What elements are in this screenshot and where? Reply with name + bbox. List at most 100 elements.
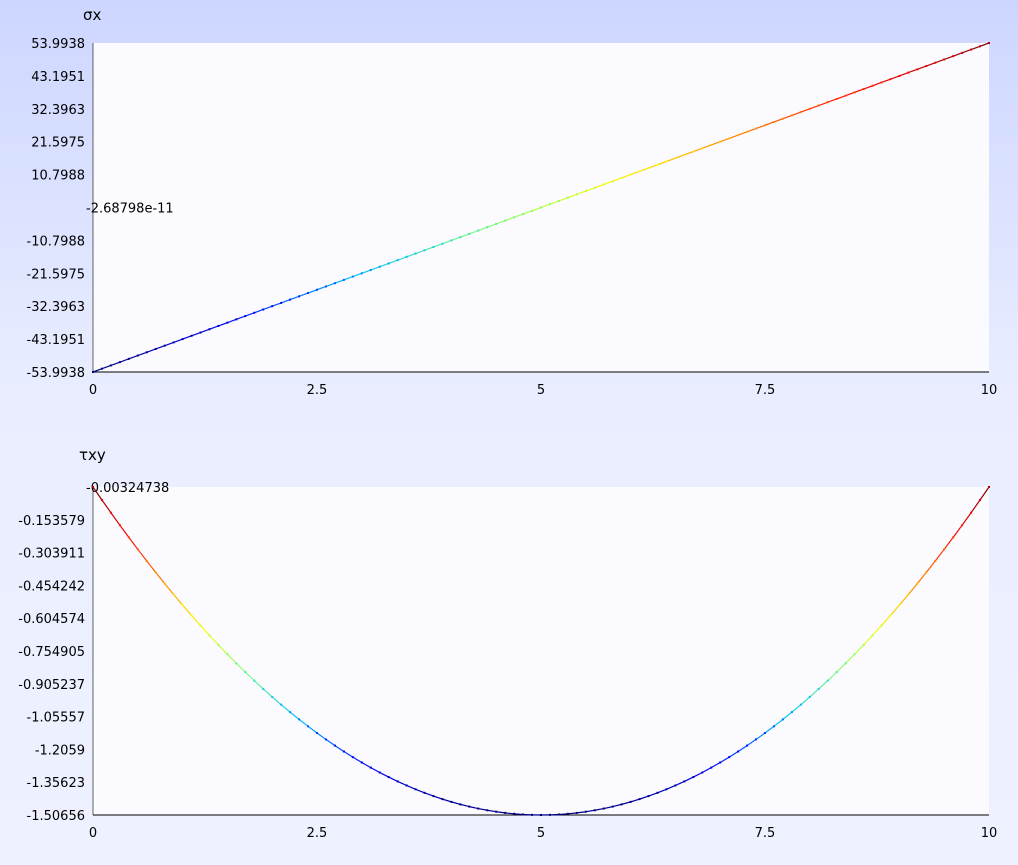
series-segment (128, 354, 139, 360)
series-segment (612, 177, 622, 182)
series-segment (289, 295, 300, 301)
series-segment (630, 170, 640, 176)
data-point (172, 593, 175, 596)
series-segment (800, 696, 811, 706)
data-point (943, 548, 946, 551)
series-segment (316, 285, 327, 291)
data-point (316, 288, 318, 291)
data-point (441, 242, 444, 245)
series-segment (191, 331, 201, 337)
series-segment (307, 725, 318, 734)
y-tick-label: -21.5975 (27, 267, 85, 282)
sigma-x-chart: σx 53.9938 43.1951 32.3963 21.5975 10.7988 -2… (0, 0, 1018, 400)
data-point (683, 153, 686, 156)
series-segment (773, 118, 784, 123)
y-tick-label: -0.454242 (18, 579, 85, 594)
series-segment (146, 560, 157, 573)
data-point (889, 78, 892, 81)
data-point (692, 776, 695, 779)
data-point (916, 582, 919, 585)
data-point (486, 226, 489, 229)
data-point (844, 94, 847, 97)
data-point (360, 761, 363, 764)
data-point (423, 791, 426, 794)
y-tick-label: -43.1951 (27, 333, 85, 348)
tau-xy-chart: τxy -0.00324738 -0.153579 -0.303911 -0.4542… (0, 440, 1018, 865)
series-segment (719, 756, 730, 764)
data-point (387, 262, 390, 265)
data-point (566, 196, 569, 199)
series-segment (298, 718, 309, 727)
data-point (826, 679, 829, 682)
data-point (226, 653, 229, 656)
data-point (289, 298, 292, 301)
data-point (566, 812, 569, 815)
data-point (522, 813, 525, 816)
series-segment (710, 761, 721, 769)
series-segment (594, 807, 604, 811)
series-segment (603, 806, 613, 810)
data-point (647, 795, 650, 798)
data-point (118, 524, 121, 527)
x-tick-label: 5 (537, 383, 545, 398)
series-segment (397, 780, 407, 787)
series-segment (280, 704, 291, 713)
data-point (665, 788, 668, 791)
data-point (611, 180, 614, 183)
data-point (826, 101, 829, 104)
data-point (799, 111, 802, 114)
series-segment (818, 101, 828, 107)
series-segment (818, 680, 829, 690)
series-segment (182, 335, 192, 340)
data-point (719, 761, 722, 764)
data-point (127, 357, 130, 360)
series-segment (245, 312, 255, 317)
series-segment (827, 671, 838, 682)
data-point (979, 498, 982, 501)
data-point (817, 687, 820, 690)
series-segment (827, 98, 837, 103)
data-point (746, 130, 749, 133)
series-segment (854, 88, 864, 93)
series-segment (549, 200, 560, 205)
data-point (557, 199, 560, 202)
series-segment (522, 210, 533, 215)
data-point (298, 718, 301, 721)
series-segment (666, 784, 676, 790)
series-segment (845, 91, 855, 97)
data-point (387, 776, 390, 779)
series-segment (406, 784, 416, 790)
data-point (692, 150, 695, 153)
y-tick-label: -1.35623 (27, 776, 85, 791)
series-segment (943, 55, 954, 61)
data-point (764, 732, 766, 734)
series-segment (567, 193, 578, 199)
series-segment (92, 486, 103, 501)
data-point (208, 328, 211, 331)
data-point (808, 107, 811, 110)
series-segment (379, 262, 389, 268)
data-point (477, 807, 480, 810)
x-tick-label: 5 (537, 826, 545, 841)
data-point (271, 695, 274, 698)
data-point (629, 800, 632, 803)
data-point (701, 771, 704, 774)
data-point (253, 311, 256, 314)
series-segment (370, 266, 380, 271)
data-point (181, 604, 184, 607)
data-point (540, 206, 542, 209)
y-tick-label: 32.3963 (31, 103, 85, 118)
series-segment (791, 111, 802, 116)
series-segment (809, 104, 819, 110)
data-point (925, 65, 928, 68)
data-point (262, 687, 265, 690)
data-point (889, 614, 892, 617)
data-point (405, 784, 408, 787)
series-segment (791, 704, 802, 713)
data-point (755, 127, 758, 130)
data-point (970, 511, 973, 514)
data-point (871, 84, 874, 87)
series-segment (253, 680, 264, 690)
series-segment (334, 745, 345, 753)
data-point (468, 232, 471, 235)
